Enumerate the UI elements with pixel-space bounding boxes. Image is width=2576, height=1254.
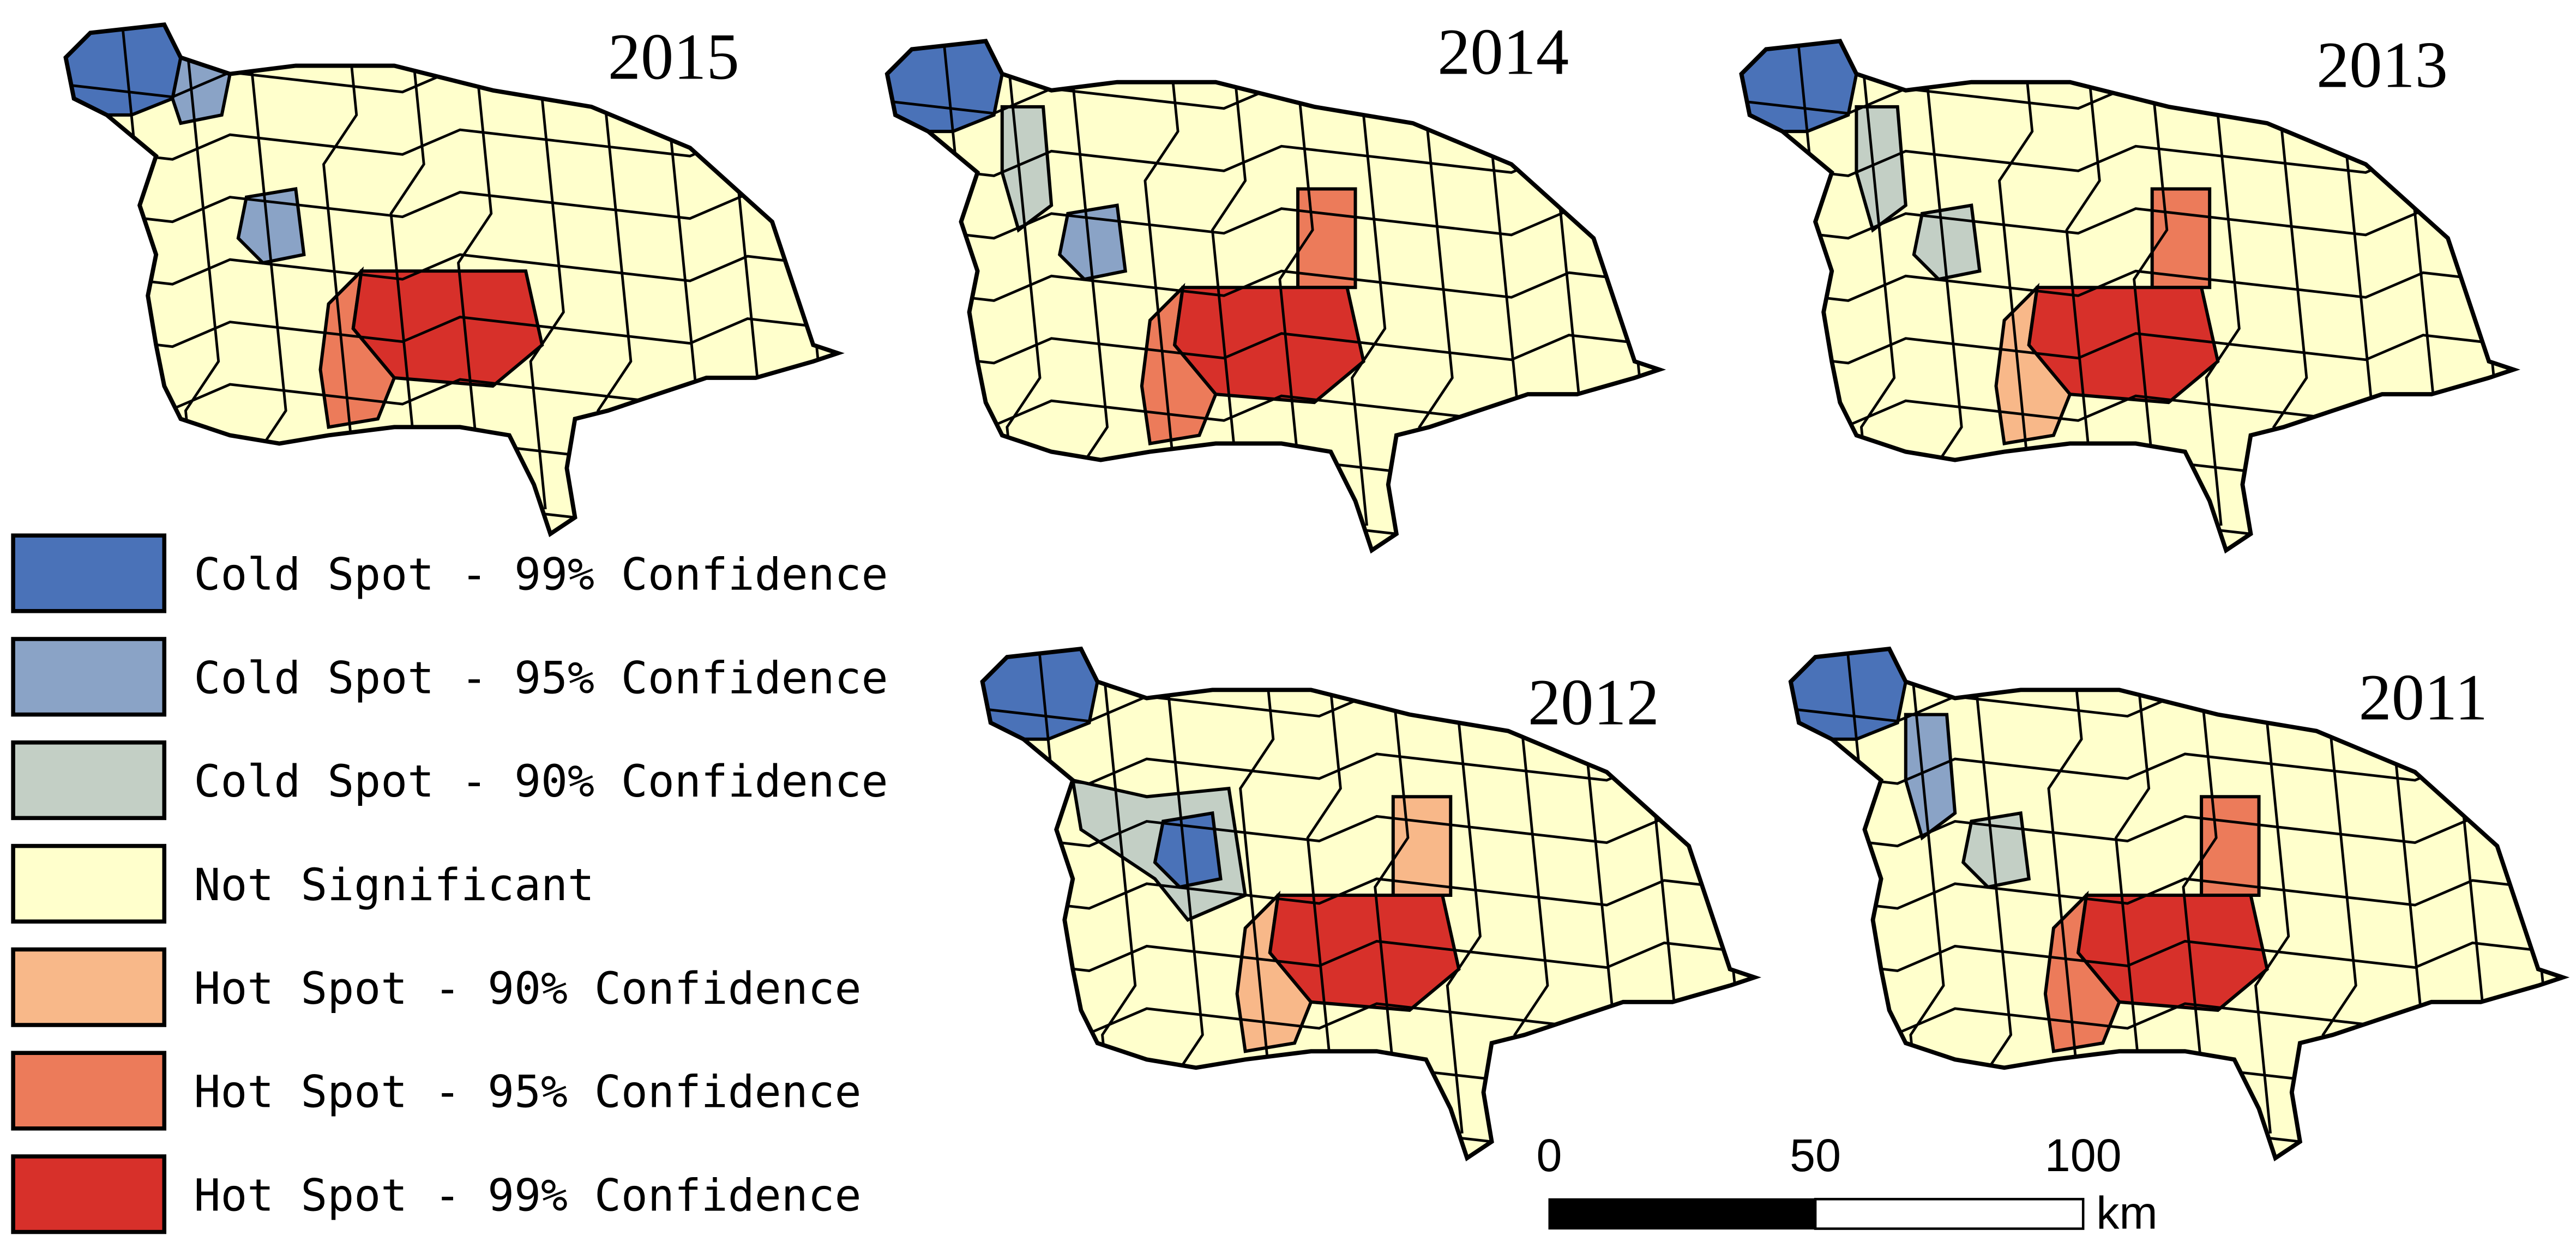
legend-swatch <box>11 1051 167 1131</box>
boundary <box>2527 649 2563 1134</box>
map-year: 2013 <box>2316 29 2448 102</box>
boundary <box>1718 649 1755 1134</box>
boundary <box>2044 649 2083 1135</box>
legend-swatch <box>11 947 167 1027</box>
scale-bar-black <box>1548 1198 1816 1230</box>
boundary <box>319 25 358 510</box>
boundary <box>1741 457 2481 490</box>
map-year: 2014 <box>1437 16 1569 89</box>
boundary <box>887 207 1627 240</box>
legend-swatch <box>11 740 167 821</box>
region <box>1904 713 1957 841</box>
scale-label: 100 <box>2045 1130 2122 1181</box>
boundary <box>65 253 805 286</box>
map <box>980 646 1762 1162</box>
boundary <box>65 440 805 473</box>
boundary <box>1741 332 2481 365</box>
boundary <box>65 128 805 161</box>
legend-label: Hot Spot - 95% Confidence <box>194 1066 862 1118</box>
boundary <box>1623 41 1659 526</box>
legend-swatch <box>11 637 167 717</box>
map <box>1788 646 2570 1162</box>
map-year: 2012 <box>1528 667 1659 739</box>
boundary <box>65 503 805 534</box>
legend-swatch <box>11 843 167 924</box>
region <box>236 187 306 265</box>
region <box>1912 203 1982 281</box>
legend-label: Hot Spot - 90% Confidence <box>194 963 862 1015</box>
boundary <box>1140 41 1179 527</box>
map-year: 2011 <box>2359 662 2488 734</box>
boundary <box>457 25 493 510</box>
boundary <box>1790 1064 2530 1098</box>
map-outline <box>63 22 845 538</box>
map-outline <box>884 39 1666 554</box>
legend-label: Hot Spot - 99% Confidence <box>194 1169 862 1221</box>
boundary <box>887 519 1627 551</box>
region <box>1153 811 1223 889</box>
region <box>1855 105 1907 233</box>
region <box>1000 105 1054 233</box>
scale-bar-white <box>1814 1198 2085 1230</box>
boundary <box>1236 649 1275 1135</box>
boundary <box>1790 877 2530 910</box>
legend-label: Cold Spot - 95% Confidence <box>194 652 888 704</box>
map-outline <box>980 646 1762 1162</box>
map-outline <box>1788 646 2570 1162</box>
boundary <box>887 457 1627 490</box>
boundary <box>1071 41 1109 526</box>
boundary <box>1278 41 1314 526</box>
map-year: 2015 <box>608 21 739 94</box>
legend-label: Cold Spot - 90% Confidence <box>194 756 888 807</box>
scale-label: 0 <box>1537 1130 1562 1181</box>
boundary <box>982 752 1722 785</box>
boundary <box>982 939 1722 973</box>
boundary <box>1790 1127 2530 1159</box>
boundary <box>802 25 838 510</box>
boundary <box>1925 41 1963 526</box>
boundary <box>982 1127 1722 1159</box>
boundary <box>65 191 805 224</box>
boundary <box>1741 144 2481 177</box>
boundary <box>887 144 1627 177</box>
map <box>884 39 1666 554</box>
region <box>1057 203 1128 281</box>
boundary <box>1790 815 2530 848</box>
boundary <box>250 25 287 510</box>
boundary <box>2182 649 2218 1134</box>
map <box>1739 39 2520 554</box>
boundary <box>982 1064 1722 1098</box>
boundary <box>1741 519 2481 551</box>
legend-swatch <box>11 533 167 613</box>
region <box>1961 811 2031 889</box>
legend-label: Cold Spot - 99% Confidence <box>194 549 888 601</box>
region <box>171 55 232 125</box>
scale-label: 50 <box>1790 1130 1841 1181</box>
map <box>63 22 845 538</box>
boundary <box>2477 41 2513 526</box>
boundary <box>1741 207 2481 240</box>
map-outline <box>1739 39 2520 554</box>
boundary <box>2133 41 2169 526</box>
boundary <box>1995 41 2034 527</box>
legend-label: Not Significant <box>194 859 594 911</box>
boundary <box>65 316 805 348</box>
boundary <box>982 877 1722 910</box>
boundary <box>1790 752 2530 785</box>
boundary <box>887 332 1627 365</box>
boundary <box>1975 649 2013 1134</box>
boundary <box>1374 649 1410 1134</box>
legend-swatch <box>11 1154 167 1234</box>
scale-unit: km <box>2096 1187 2157 1239</box>
boundary <box>1741 269 2481 302</box>
boundary <box>1790 939 2530 973</box>
boundary <box>1166 649 1204 1134</box>
boundary <box>887 269 1627 302</box>
boundary <box>982 815 1722 848</box>
